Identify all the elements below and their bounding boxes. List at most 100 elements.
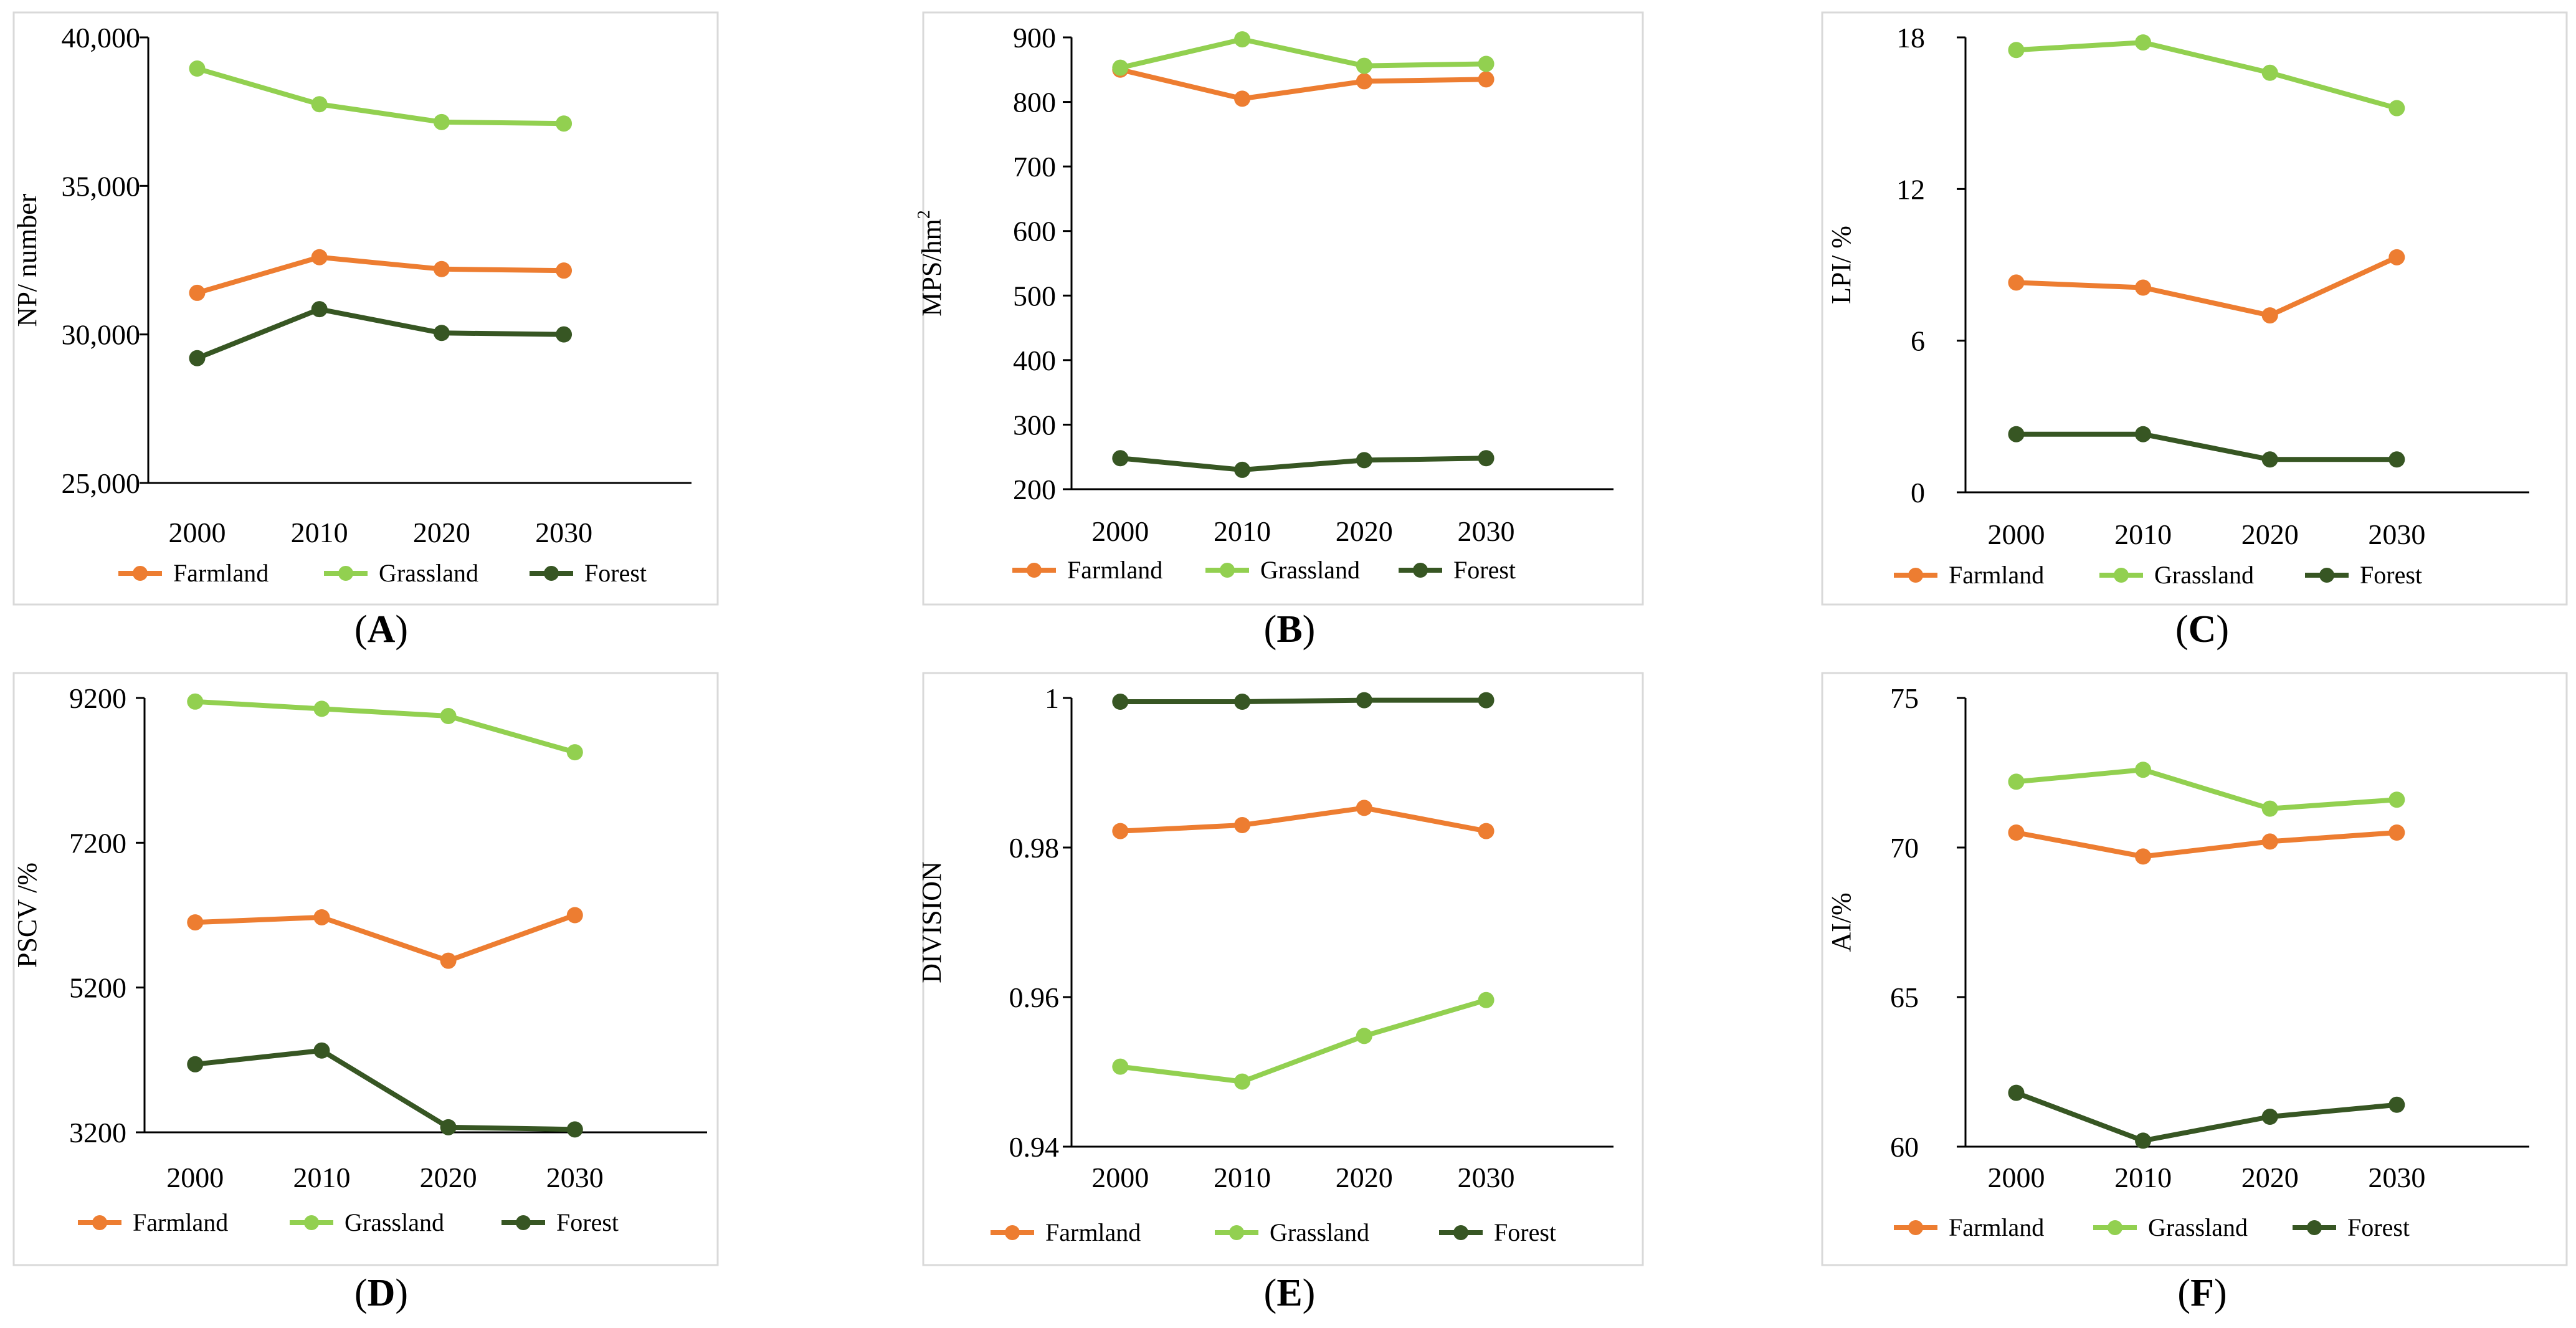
y-tick-label: 600 <box>1013 216 1056 247</box>
y-tick-label: 3200 <box>69 1117 126 1149</box>
data-point-farmland <box>2261 307 2278 324</box>
legend-swatch-marker-farmland <box>1005 1225 1020 1240</box>
legend-swatch-marker-farmland <box>1027 563 1042 578</box>
panel-frame <box>922 672 1644 1266</box>
x-tick-label: 2000 <box>1091 515 1149 547</box>
data-point-grassland <box>433 113 450 130</box>
data-point-grassland <box>2388 791 2405 808</box>
x-tick-label: 2000 <box>166 1162 224 1193</box>
series-line-grassland <box>194 66 567 127</box>
y-axis-label: DIVISION <box>916 861 947 983</box>
legend-swatch-marker-forest <box>1453 1225 1468 1240</box>
x-tick-label: 2020 <box>2241 518 2299 550</box>
data-point-forest <box>1478 692 1495 709</box>
panel-letter: C <box>2189 608 2217 651</box>
x-tick-label: 2000 <box>1091 1162 1149 1193</box>
x-tick-label: 2030 <box>1458 1162 1515 1193</box>
y-tick-label: 60 <box>1890 1131 1919 1163</box>
legend-swatch-marker-forest <box>544 566 559 581</box>
legend-label-forest: Forest <box>1494 1218 1556 1246</box>
x-tick-label: 2000 <box>1987 518 2045 550</box>
panel-frame <box>922 11 1644 606</box>
y-axis-label: PSCV /% <box>12 862 42 968</box>
series-line-forest <box>2013 431 2400 462</box>
panel-letter: F <box>2190 1272 2214 1314</box>
legend-label-grassland: Grassland <box>1270 1218 1369 1246</box>
series-line-farmland <box>1118 67 1489 102</box>
data-point-farmland <box>1478 71 1495 88</box>
x-tick-label: 2010 <box>1214 1162 1271 1193</box>
y-tick-label: 400 <box>1013 345 1056 376</box>
x-tick-label: 2010 <box>2114 1162 2172 1193</box>
data-point-grassland <box>313 700 330 717</box>
legend-swatch-marker-farmland <box>1908 1220 1923 1235</box>
x-tick-label: 2030 <box>2368 518 2425 550</box>
data-point-forest <box>187 1056 204 1072</box>
panel-frame <box>1821 11 2568 606</box>
series-line-farmland <box>2013 254 2400 318</box>
data-point-forest <box>2008 426 2025 442</box>
data-point-forest <box>189 350 206 366</box>
legend-swatch-marker-farmland <box>1908 568 1923 583</box>
legend-label-grassland: Grassland <box>1260 556 1360 584</box>
y-tick-label: 40,000 <box>62 22 141 54</box>
legend-swatch-marker-forest <box>516 1215 531 1230</box>
legend-swatch-marker-grassland <box>2108 1220 2122 1235</box>
data-point-forest <box>2135 426 2152 442</box>
series-line-grassland <box>2013 767 2400 811</box>
data-point-farmland <box>433 260 450 277</box>
data-point-farmland <box>2008 824 2025 841</box>
data-point-forest <box>1478 450 1495 467</box>
legend-label-forest: Forest <box>2347 1213 2410 1241</box>
y-tick-label: 900 <box>1013 22 1056 54</box>
data-point-grassland <box>1356 57 1372 74</box>
data-point-forest <box>1234 694 1251 710</box>
y-tick-label: 300 <box>1013 409 1056 441</box>
data-point-grassland <box>2135 34 2152 51</box>
y-tick-label: 1 <box>1045 682 1059 714</box>
panel-caption: (A) <box>354 608 408 651</box>
data-point-forest <box>556 326 573 343</box>
data-point-grassland <box>311 96 328 113</box>
data-point-farmland <box>2388 249 2405 265</box>
legend-swatch-marker-grassland <box>2114 568 2129 583</box>
series-line-farmland <box>1118 805 1489 834</box>
legend-label-forest: Forest <box>1453 556 1516 584</box>
legend-swatch-marker-farmland <box>133 566 148 581</box>
data-point-farmland <box>187 914 204 931</box>
data-point-farmland <box>1356 800 1372 816</box>
y-axis-label: AI/% <box>1826 892 1856 952</box>
data-point-farmland <box>566 907 583 924</box>
y-tick-label: 18 <box>1896 22 1925 54</box>
data-point-farmland <box>313 909 330 925</box>
chart-panel-c: 0 6 12 18 2000 2010 2020 2030 LPI/ % Farmland Gras… <box>1821 11 2568 651</box>
panel-caption: (F) <box>2177 1272 2227 1314</box>
data-point-farmland <box>2008 274 2025 291</box>
x-tick-label: 2010 <box>291 517 348 548</box>
y-tick-label: 25,000 <box>62 467 141 499</box>
data-point-forest <box>440 1119 457 1135</box>
chart-panel-f: 60 65 70 75 2000 2010 2020 2030 AI/% Farmland Gras… <box>1821 672 2568 1314</box>
data-point-forest <box>1356 692 1372 709</box>
y-tick-label: 0 <box>1911 477 1925 509</box>
x-tick-label: 2010 <box>1214 515 1271 547</box>
data-point-grassland <box>187 693 204 710</box>
panel-caption: (E) <box>1264 1272 1316 1314</box>
legend-label-grassland: Grassland <box>2154 561 2254 589</box>
legend-label-farmland: Farmland <box>173 559 269 587</box>
series-line-farmland <box>2013 830 2400 859</box>
y-tick-label: 6 <box>1911 325 1925 357</box>
panel-caption: (C) <box>2175 608 2229 651</box>
data-point-farmland <box>2135 279 2152 296</box>
series-line-farmland <box>194 254 567 295</box>
legend-swatch-marker-forest <box>2319 568 2334 583</box>
data-point-farmland <box>440 952 457 969</box>
x-tick-label: 2020 <box>1336 1162 1393 1193</box>
y-tick-label: 0.96 <box>1009 982 1060 1013</box>
data-point-grassland <box>2261 800 2278 817</box>
chart-panel-e: 0.94 0.96 0.98 1 2000 2010 2020 2030 DIVISION Far… <box>916 672 1644 1314</box>
y-tick-label: 5200 <box>69 972 126 1004</box>
data-point-grassland <box>2008 773 2025 790</box>
data-point-farmland <box>2261 833 2278 850</box>
data-point-grassland <box>566 744 583 761</box>
